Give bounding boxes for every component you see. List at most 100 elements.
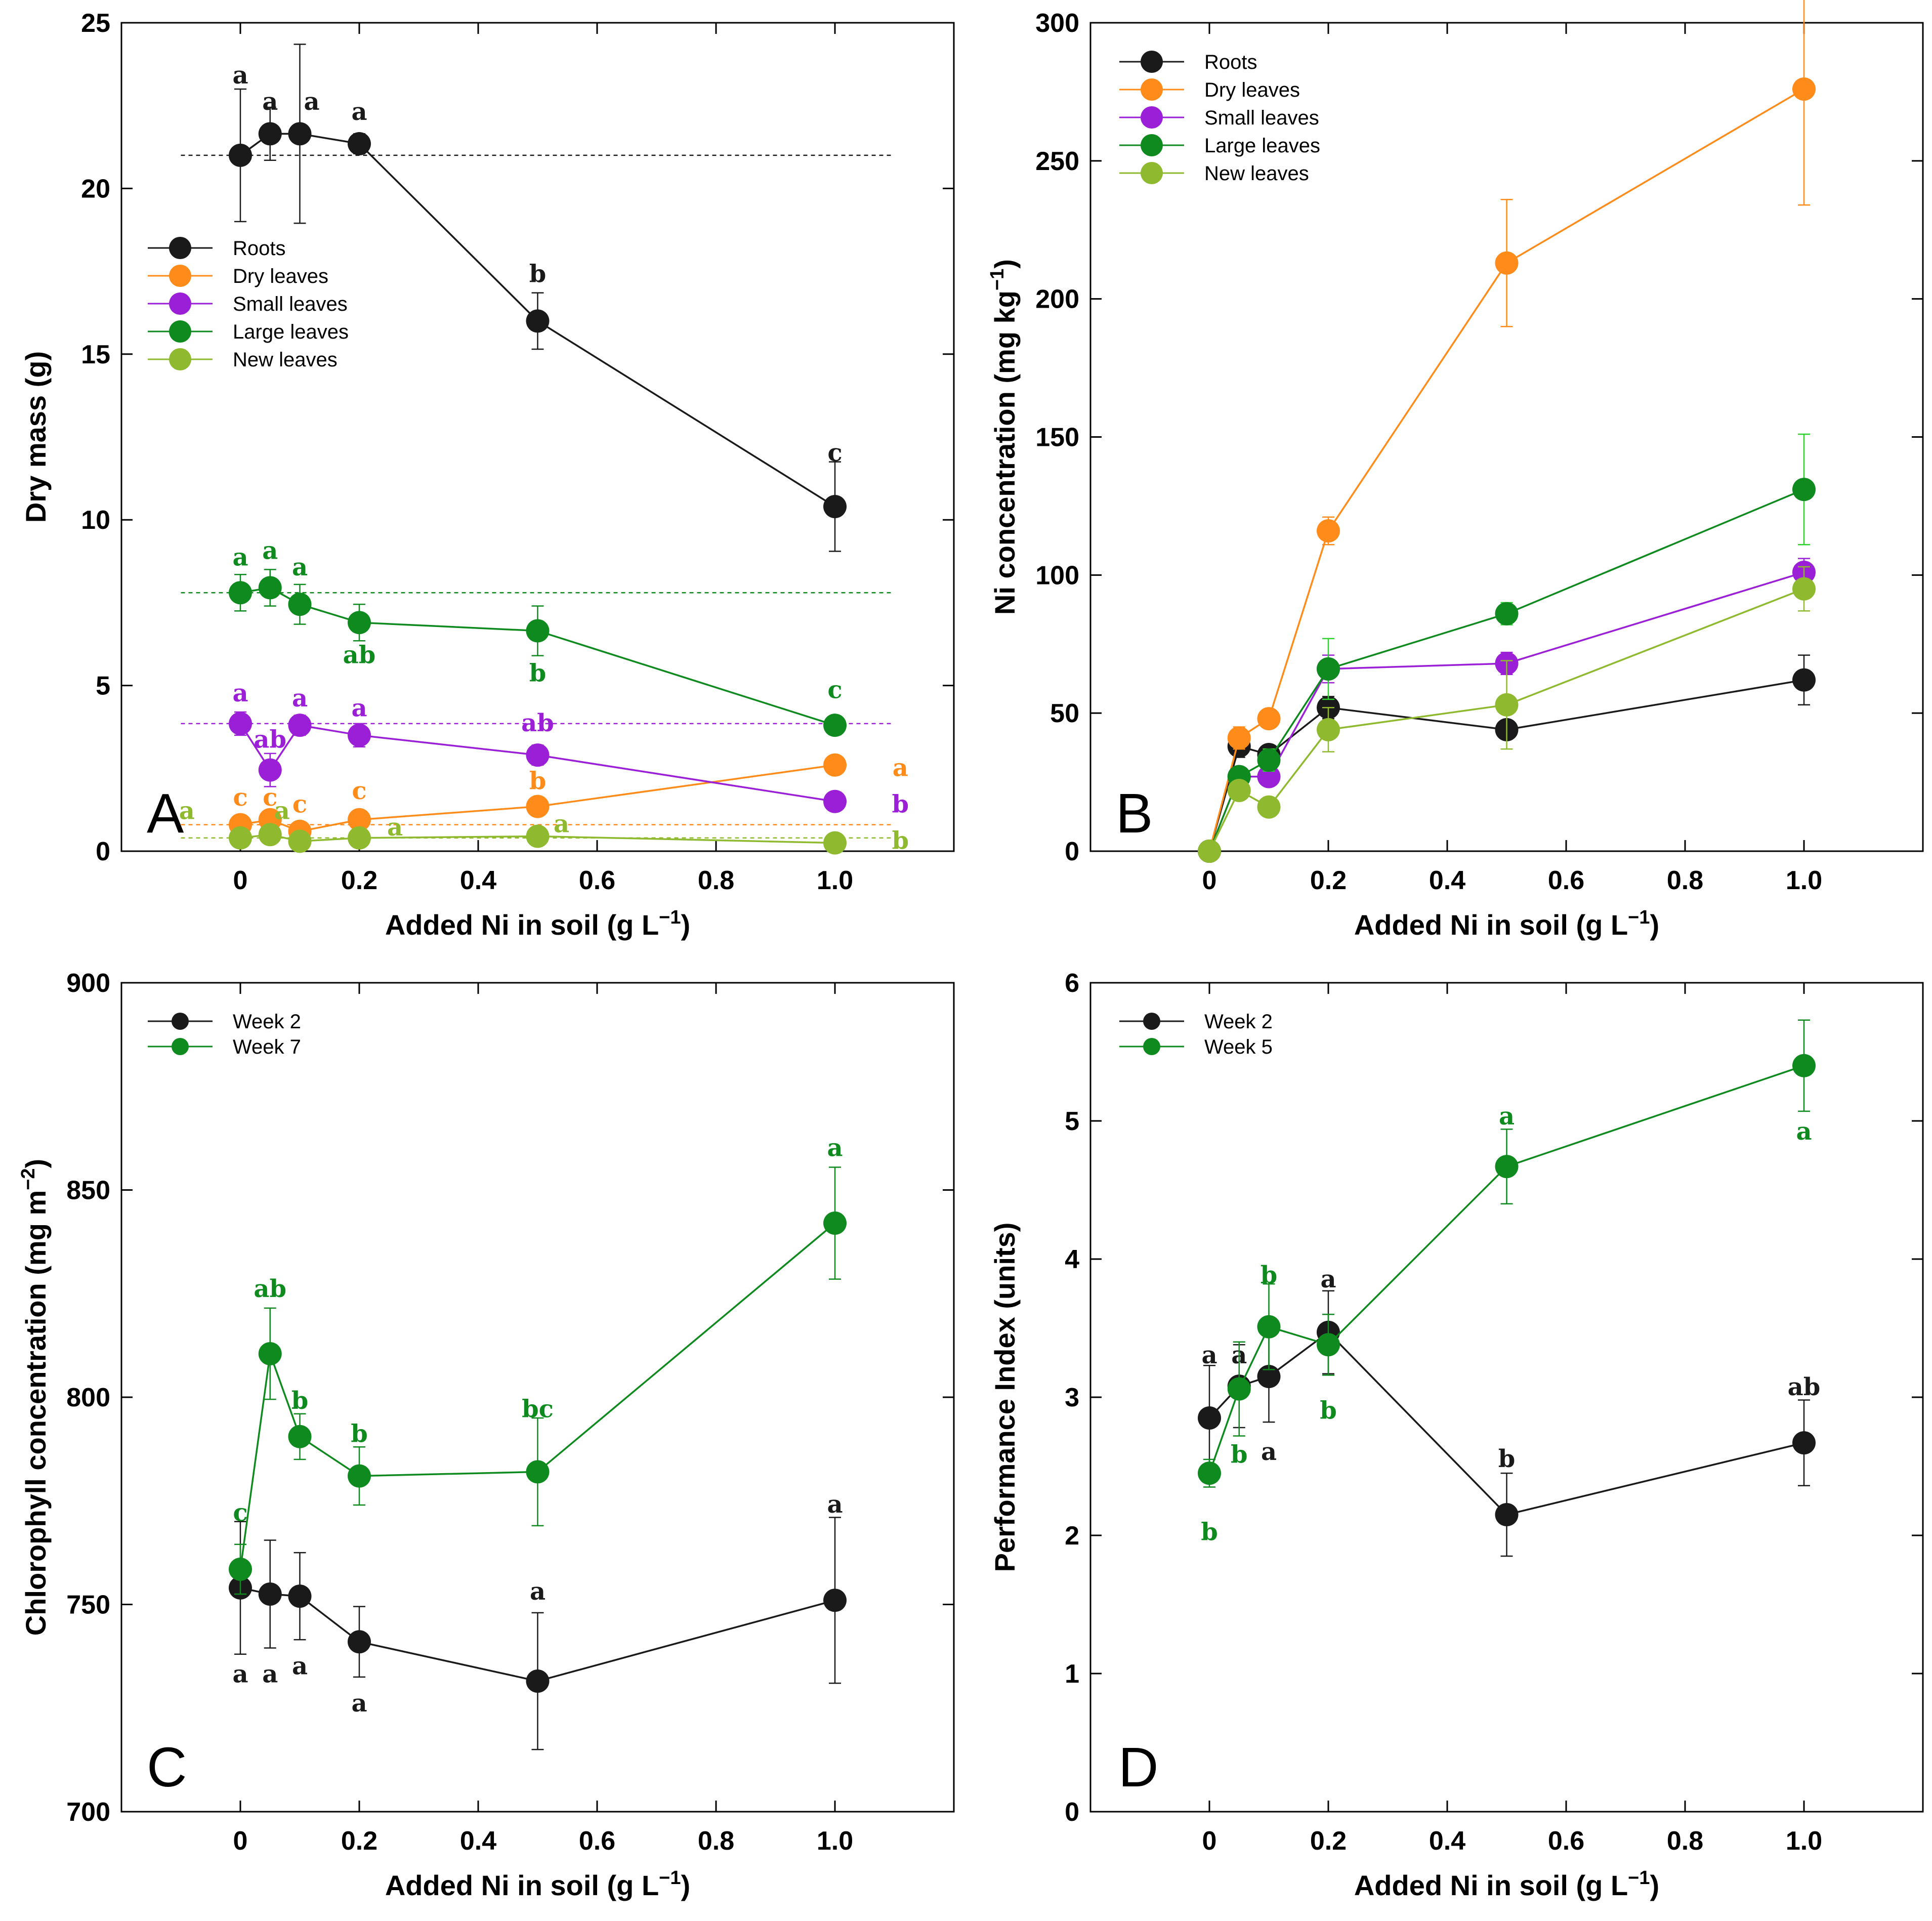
y-tick-label: 700 (66, 1798, 110, 1827)
data-point (1495, 1503, 1519, 1527)
significance-label: a (274, 797, 290, 825)
significance-label: b (1261, 1261, 1278, 1289)
series-line (1208, 88, 1804, 852)
legend-label: Week 2 (1204, 1011, 1273, 1033)
x-tick-label: 0.2 (341, 1826, 377, 1856)
data-point (1792, 1054, 1816, 1077)
x-tick-label: 1.0 (817, 866, 853, 895)
data-point (526, 743, 550, 767)
x-tick-label: 0 (1202, 866, 1217, 895)
x-axis-title-superscript: −1 (1628, 1867, 1650, 1889)
x-axis-title: Added Ni in soil (g L−1) (385, 907, 690, 941)
x-axis-title-end: ) (1650, 1869, 1659, 1901)
x-tick-label: 1.0 (817, 1826, 853, 1856)
significance-label: a (179, 797, 195, 825)
x-axis-title-end: ) (1650, 909, 1659, 941)
y-tick-label: 800 (66, 1383, 110, 1412)
significance-label: b (529, 260, 547, 288)
data-point (258, 122, 282, 146)
x-axis-title-end: ) (681, 1869, 690, 1901)
significance-label: a (232, 61, 248, 90)
significance-label: a (351, 1689, 367, 1718)
series-line (239, 1222, 836, 1570)
legend-label: Roots (233, 237, 286, 260)
data-point (526, 309, 550, 333)
y-axis-title-text: Ni concentration (mg kg (989, 290, 1021, 615)
data-point (1792, 668, 1816, 692)
significance-label: a (351, 694, 367, 722)
significance-label: b (892, 790, 909, 818)
series-week-5: b b b b a a (1198, 1019, 1816, 1547)
data-point (258, 576, 282, 600)
y-tick-label: 25 (81, 9, 110, 38)
data-point (823, 1589, 847, 1612)
y-tick-label: 0 (96, 837, 110, 866)
legend-label: Week 5 (1204, 1036, 1273, 1058)
x-axis-title-superscript: −1 (659, 907, 681, 928)
data-point (1317, 1333, 1340, 1357)
significance-label: bc (522, 1395, 554, 1424)
legend: Roots Dry leaves Small leaves Large leaves N… (1119, 51, 1320, 185)
y-axis-title: Chlorophyll concentration (mg m−2) (18, 1159, 52, 1636)
legend-label: Week 7 (233, 1036, 301, 1058)
data-point (348, 132, 371, 156)
y-tick-label: 850 (66, 1176, 110, 1205)
legend-label: New leaves (233, 349, 338, 371)
panel-D: 0 0.2 0.4 0.6 0.8 1.0 0 1 2 3 4 5 6 Added Ni in soil … (989, 969, 1924, 1901)
significance-label: a (232, 1660, 248, 1689)
significance-label: a (262, 88, 278, 116)
significance-label: a (530, 1577, 545, 1606)
x-axis-title-text: Added Ni in soil (g L (1354, 1869, 1628, 1901)
significance-label: b (1320, 1396, 1337, 1425)
data-point (1495, 251, 1519, 275)
significance-label: c (292, 790, 307, 818)
y-tick-label: 0 (1065, 1798, 1079, 1827)
significance-label: ab (1788, 1373, 1821, 1401)
legend-marker (1141, 106, 1163, 129)
significance-label: ab (254, 726, 286, 754)
legend: Week 2 Week 7 (148, 1011, 301, 1058)
x-tick-label: 0.4 (1429, 1826, 1465, 1856)
data-point (1257, 1365, 1281, 1389)
y-tick-label: 300 (1035, 9, 1079, 38)
significance-label: c (263, 783, 277, 812)
data-point (1317, 718, 1340, 741)
legend-marker (169, 265, 191, 287)
y-tick-label: 0 (1065, 837, 1079, 866)
data-point (1257, 707, 1281, 731)
data-point (288, 1425, 312, 1448)
significance-label: a (1320, 1265, 1336, 1293)
data-point (1227, 778, 1251, 802)
series-dry-leaves (1198, 0, 1816, 863)
significance-label: b (1498, 1445, 1516, 1473)
legend-marker (1141, 134, 1163, 156)
significance-label: b (1201, 1518, 1218, 1547)
significance-label: a (1201, 1341, 1217, 1369)
legend: Roots Dry leaves Small leaves Large leaves N… (148, 237, 349, 371)
data-point (229, 712, 252, 735)
y-tick-label: 50 (1050, 699, 1079, 728)
data-point (1198, 1461, 1221, 1485)
y-tick-label: 100 (1035, 561, 1079, 590)
x-tick-label: 1.0 (1786, 866, 1822, 895)
y-axis-title-text: Chlorophyll concentration (mg m (20, 1190, 52, 1636)
data-point (258, 1582, 282, 1606)
x-tick-label: 0.2 (341, 866, 377, 895)
x-tick-label: 0.2 (1310, 866, 1347, 895)
data-point (1198, 840, 1221, 863)
y-tick-label: 15 (81, 340, 110, 369)
significance-label: a (387, 813, 403, 842)
y-axis-title: Performance Index (units) (989, 1223, 1021, 1572)
significance-label: a (893, 754, 908, 782)
panel-C: 0 0.2 0.4 0.6 0.8 1.0 700 750 800 850 900 Added Ni … (18, 969, 955, 1901)
data-point (526, 824, 550, 848)
panel-letter: A (147, 782, 184, 845)
data-point (348, 808, 371, 831)
legend-marker (1141, 162, 1163, 184)
